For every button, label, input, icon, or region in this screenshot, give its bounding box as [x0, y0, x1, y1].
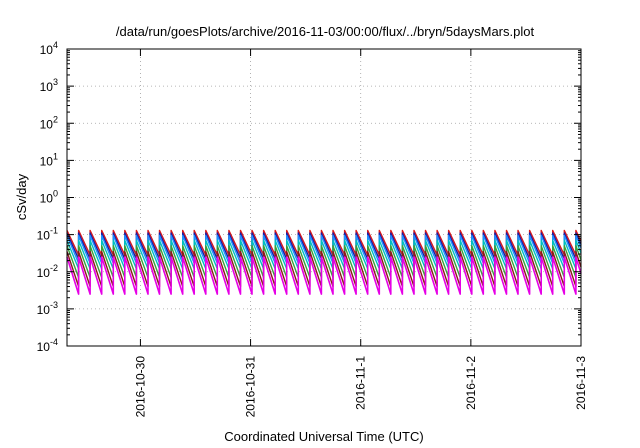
series-line: [66, 229, 582, 256]
y-tick-label: 10-3: [37, 300, 58, 317]
x-tick-label: 2016-11-3: [574, 356, 588, 410]
y-axis-label: cSv/day: [14, 173, 29, 220]
y-tick-label: 100: [40, 189, 58, 206]
y-tick-label: 102: [40, 114, 58, 131]
x-tick-label: 2016-11-1: [354, 356, 368, 410]
x-tick-label: 2016-11-2: [464, 356, 478, 410]
series-line: [66, 239, 582, 270]
y-tick-label: 10-1: [37, 226, 58, 243]
y-tick-label: 104: [40, 40, 58, 57]
series-line: [66, 234, 582, 264]
y-tick-label: 103: [40, 77, 58, 94]
grid: [67, 49, 581, 346]
y-tick-label: 101: [40, 151, 58, 168]
y-tick-label: 10-4: [37, 337, 58, 354]
series-line: [66, 256, 582, 295]
series-line: [66, 245, 582, 279]
series-line: [66, 232, 582, 260]
chart-title: /data/run/goesPlots/archive/2016-11-03/0…: [116, 24, 535, 39]
plot-area: [66, 229, 582, 295]
series-line: [66, 250, 582, 288]
x-tick-label: 2016-10-30: [133, 356, 147, 418]
x-tick-label: 2016-10-31: [244, 356, 258, 418]
y-tick-label: 10-2: [37, 263, 58, 280]
x-axis: 2016-10-30 2016-10-31 2016-11-1 2016-11-2 20…: [133, 49, 588, 417]
x-axis-label: Coordinated Universal Time (UTC): [224, 429, 423, 444]
y-axis: 10-4 10-3 10-2 10-1 100 101 102 103 104: [37, 40, 581, 354]
